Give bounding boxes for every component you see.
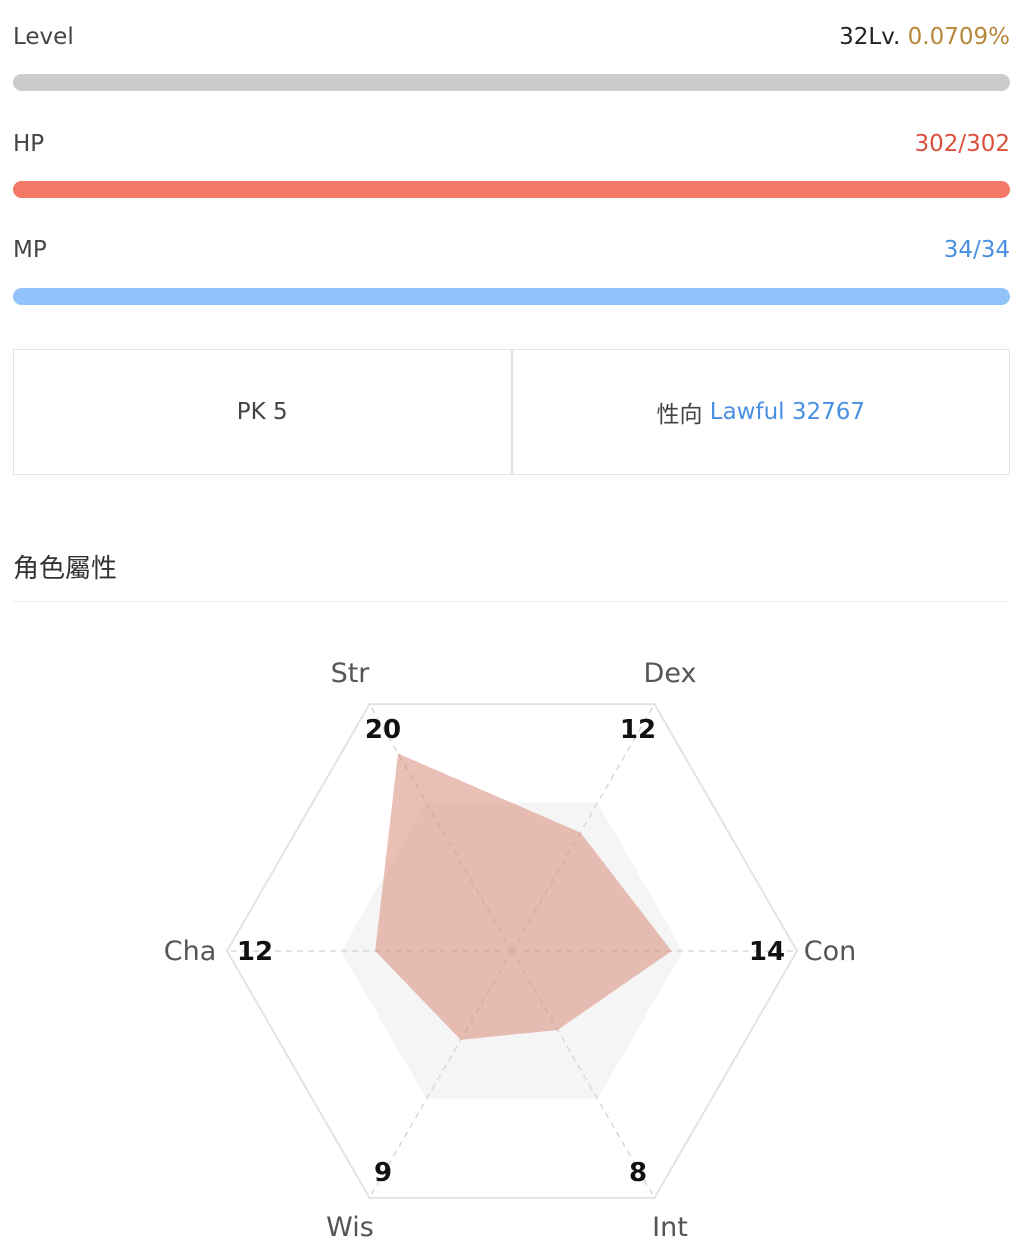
radar-data-area [375, 753, 672, 1040]
mp-label: MP [13, 237, 47, 263]
level-row: Level 32Lv. 0.0709% [13, 24, 1010, 50]
level-label: Level [13, 24, 74, 50]
hp-row: HP 302/302 [13, 131, 1010, 157]
radar-value-con: 14 [749, 937, 785, 967]
divider [13, 601, 1010, 602]
level-value: 32Lv. 0.0709% [839, 24, 1010, 50]
radar-value-wis: 9 [374, 1158, 392, 1188]
mp-bar [13, 288, 1010, 305]
radar-axis-label-str: Str [331, 658, 371, 689]
radar-axis-label-con: Con [804, 936, 856, 967]
radar-value-str: 20 [365, 715, 401, 745]
pk-value: PK 5 [236, 399, 288, 425]
hp-label: HP [13, 131, 45, 157]
radar-outer-ring [225, 703, 799, 1199]
radar-value-int: 8 [629, 1158, 647, 1188]
radar-axis-label-dex: Dex [644, 658, 697, 689]
pk-cell: PK 5 [14, 350, 511, 474]
mp-row: MP 34/34 [13, 237, 1010, 263]
radar-axis-label-int: Int [652, 1212, 688, 1243]
radar-axis-label-cha: Cha [164, 936, 217, 967]
level-lv: 32Lv. [839, 24, 901, 50]
alignment-value: Lawful 32767 [709, 399, 866, 425]
alignment-label: 性向 [656, 402, 703, 428]
alignment-cell: 性向 Lawful 32767 [510, 350, 1010, 474]
radar-value-dex: 12 [620, 715, 656, 745]
mp-value: 34/34 [943, 237, 1010, 263]
hp-bar [13, 181, 1010, 198]
level-bar [13, 74, 1010, 91]
hp-value: 302/302 [914, 131, 1010, 157]
status-box: PK 5 性向 Lawful 32767 [13, 349, 1010, 475]
radar-value-cha: 12 [237, 937, 273, 967]
section-title: 角色屬性 [13, 554, 118, 584]
radar-axis-label-wis: Wis [326, 1212, 374, 1243]
level-percent: 0.0709% [907, 24, 1010, 50]
